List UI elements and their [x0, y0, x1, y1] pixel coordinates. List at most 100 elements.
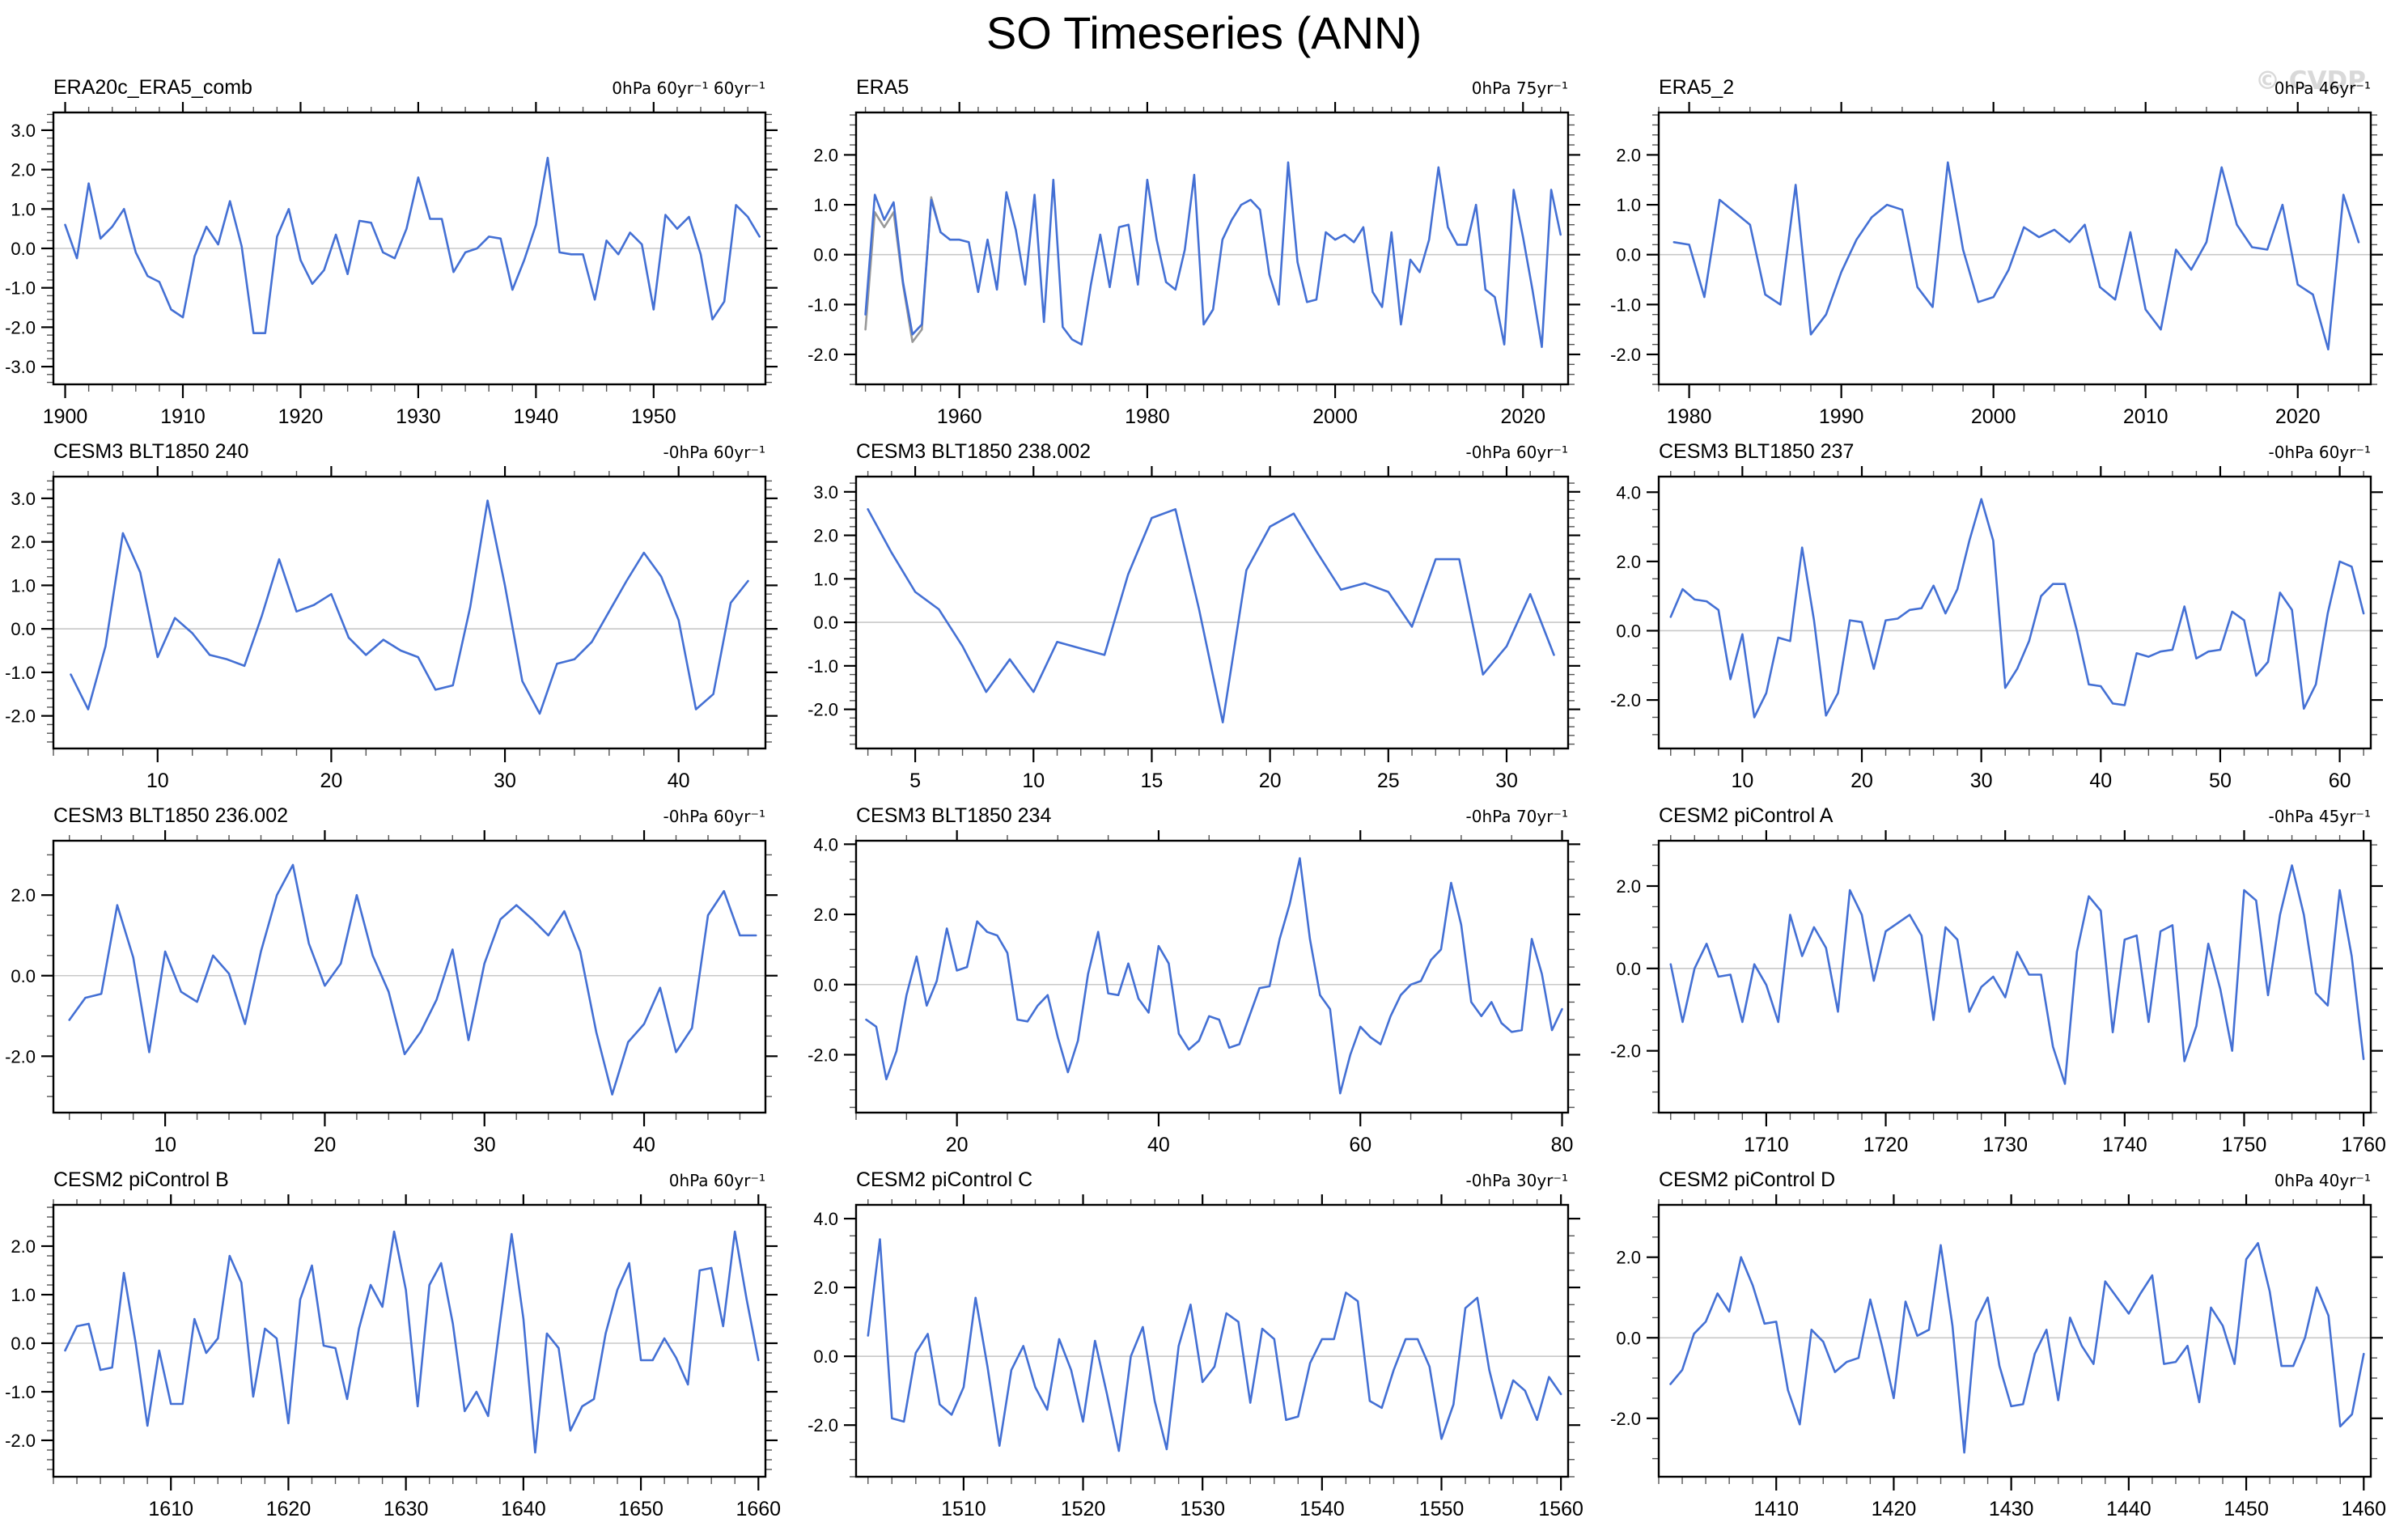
tick-labels: 1510 1520 1530 1540 1550 1560 -2.0 0.0 2.0 4.0: [808, 1209, 1583, 1520]
svg-text:1530: 1530: [1180, 1498, 1225, 1520]
panel-title: CESM3 BLT1850 240: [53, 440, 249, 463]
panel-cesm2-picontrol-d: CESM2 piControl D 0hPa 40yr⁻¹ 1410 1420 14…: [1605, 1168, 2408, 1533]
axis-ticks: [844, 830, 1580, 1126]
panel-title: CESM2 piControl C: [856, 1168, 1033, 1191]
svg-text:-2.0: -2.0: [5, 706, 36, 727]
svg-text:10: 10: [1731, 770, 1753, 792]
plot-border: [52, 475, 767, 750]
svg-text:2.0: 2.0: [813, 526, 838, 546]
plot-canvas: 1900 1910 1920 1930 1940 1950 -3.0 -2.0 -1.0 0.0 1…: [5, 102, 778, 428]
svg-text:0.0: 0.0: [1616, 621, 1641, 641]
svg-text:1990: 1990: [1819, 405, 1864, 428]
panel-cesm2-picontrol-b: CESM2 piControl B 0hPa 60yr⁻¹ 1610 1620 16…: [0, 1168, 803, 1533]
svg-text:1440: 1440: [2106, 1498, 2152, 1520]
plot-canvas: 5 10 15 20 25 30 -2.0 -1.0 0.0 1.0 2.0 3.0: [808, 466, 1580, 792]
svg-text:1510: 1510: [941, 1498, 986, 1520]
cvdp-watermark: © CVDP: [2255, 66, 2366, 95]
svg-text:80: 80: [1551, 1134, 1574, 1156]
plot-border: [854, 839, 1570, 1114]
svg-text:0.0: 0.0: [813, 975, 838, 995]
panel-units-label: -0hPa 60yr⁻¹: [663, 443, 765, 462]
axis-ticks: [844, 1194, 1580, 1490]
svg-text:4.0: 4.0: [1616, 482, 1641, 502]
svg-text:1620: 1620: [266, 1498, 312, 1520]
svg-text:-2.0: -2.0: [808, 345, 838, 365]
svg-text:0.0: 0.0: [1616, 1328, 1641, 1348]
svg-text:-2.0: -2.0: [5, 1431, 36, 1451]
plot-border: [1657, 839, 2372, 1114]
axis-ticks: [1647, 830, 2383, 1126]
series-line: [1672, 161, 2360, 351]
svg-text:1450: 1450: [2224, 1498, 2269, 1520]
svg-text:25: 25: [1377, 770, 1400, 792]
panel-title: CESM3 BLT1850 236.002: [53, 804, 289, 827]
plot-canvas: 20 40 60 80 -2.0 0.0 2.0 4.0: [808, 830, 1580, 1156]
svg-text:1550: 1550: [1419, 1498, 1465, 1520]
svg-text:1740: 1740: [2102, 1134, 2147, 1156]
svg-text:-2.0: -2.0: [1610, 1041, 1641, 1062]
svg-text:2.0: 2.0: [1616, 552, 1641, 572]
svg-text:3.0: 3.0: [11, 121, 36, 141]
series-line: [867, 1238, 1562, 1452]
svg-text:60: 60: [1349, 1134, 1371, 1156]
svg-text:1760: 1760: [2341, 1134, 2386, 1156]
svg-text:-1.0: -1.0: [5, 1382, 36, 1402]
panel-cesm3-blt1850-236-002: CESM3 BLT1850 236.002 -0hPa 60yr⁻¹ 10 20 3…: [0, 804, 803, 1168]
panel-title: ERA20c_ERA5_comb: [53, 76, 252, 99]
svg-text:1960: 1960: [937, 405, 982, 428]
svg-text:2010: 2010: [2123, 405, 2168, 428]
panel-units-label: -0hPa 60yr⁻¹: [2268, 443, 2371, 462]
tick-labels: 5 10 15 20 25 30 -2.0 -1.0 0.0 1.0 2.0 3.0: [808, 482, 1518, 792]
svg-text:0.0: 0.0: [813, 245, 838, 265]
page-header: SO Timeseries (ANN) © CVDP: [0, 0, 2408, 95]
svg-text:-2.0: -2.0: [1610, 345, 1641, 365]
panel-cesm2-picontrol-a: CESM2 piControl A -0hPa 45yr⁻¹ 1710 1720 1…: [1605, 804, 2408, 1168]
series-line: [865, 857, 1563, 1095]
svg-text:1980: 1980: [1667, 405, 1712, 428]
panel-title: CESM3 BLT1850 237: [1659, 440, 1855, 463]
plot-canvas: 10 20 30 40 -2.0 -1.0 0.0 1.0 2.0 3.0: [5, 466, 778, 792]
panel-grid: ERA20c_ERA5_comb 0hPa 60yr⁻¹ 60yr⁻¹ 1900…: [0, 76, 2408, 1533]
svg-text:1710: 1710: [1744, 1134, 1789, 1156]
svg-text:0.0: 0.0: [11, 619, 36, 639]
plot-canvas: 1610 1620 1630 1640 1650 1660 -2.0 -1.0 0.0 1.0 2.…: [5, 1194, 781, 1520]
svg-text:0.0: 0.0: [1616, 959, 1641, 979]
svg-text:4.0: 4.0: [813, 834, 838, 854]
svg-text:-1.0: -1.0: [5, 663, 36, 683]
axis-ticks: [41, 466, 778, 762]
panel-title: CESM2 piControl D: [1659, 1168, 1836, 1191]
plot-border: [854, 111, 1570, 386]
tick-labels: 10 20 30 40 50 60 -2.0 0.0 2.0 4.0: [1610, 482, 2351, 792]
svg-text:1410: 1410: [1753, 1498, 1799, 1520]
svg-text:1560: 1560: [1538, 1498, 1583, 1520]
series-line: [68, 863, 757, 1096]
svg-text:1.0: 1.0: [11, 199, 36, 219]
svg-text:40: 40: [1147, 1134, 1170, 1156]
plot-canvas: 1960 1980 2000 2020 -2.0 -1.0 0.0 1.0 2.0: [808, 102, 1580, 428]
svg-text:-1.0: -1.0: [1610, 295, 1641, 315]
plot-canvas: 10 20 30 40 50 60 -2.0 0.0 2.0 4.0: [1610, 466, 2383, 792]
svg-text:4.0: 4.0: [813, 1209, 838, 1229]
panel-title: ERA5_2: [1659, 76, 1735, 99]
series-line: [64, 1230, 760, 1454]
svg-text:2000: 2000: [1312, 405, 1358, 428]
axis-ticks: [844, 102, 1580, 398]
svg-text:3.0: 3.0: [813, 482, 838, 502]
svg-text:2.0: 2.0: [1616, 876, 1641, 897]
svg-text:1930: 1930: [396, 405, 441, 428]
svg-text:0.0: 0.0: [11, 966, 36, 986]
svg-text:30: 30: [494, 770, 516, 792]
tick-labels: 1710 1720 1730 1740 1750 1760 -2.0 0.0 2.0: [1610, 876, 2386, 1156]
plot-canvas: 1980 1990 2000 2010 2020 -2.0 -1.0 0.0 1.0 2.0: [1610, 102, 2383, 428]
svg-text:-2.0: -2.0: [5, 1046, 36, 1066]
panel-cesm3-blt1850-234: CESM3 BLT1850 234 -0hPa 70yr⁻¹ 20 40 60 80 -…: [803, 804, 1605, 1168]
series-line: [1669, 1241, 2365, 1454]
svg-text:2020: 2020: [1500, 405, 1545, 428]
panel-units-label: 0hPa 60yr⁻¹ 60yr⁻¹: [612, 78, 765, 98]
panel-title: ERA5: [856, 76, 909, 99]
axis-ticks: [1647, 1194, 2383, 1490]
svg-text:1.0: 1.0: [813, 569, 838, 589]
svg-text:1730: 1730: [1982, 1134, 2028, 1156]
svg-text:1460: 1460: [2341, 1498, 2386, 1520]
axis-ticks: [1647, 102, 2383, 398]
